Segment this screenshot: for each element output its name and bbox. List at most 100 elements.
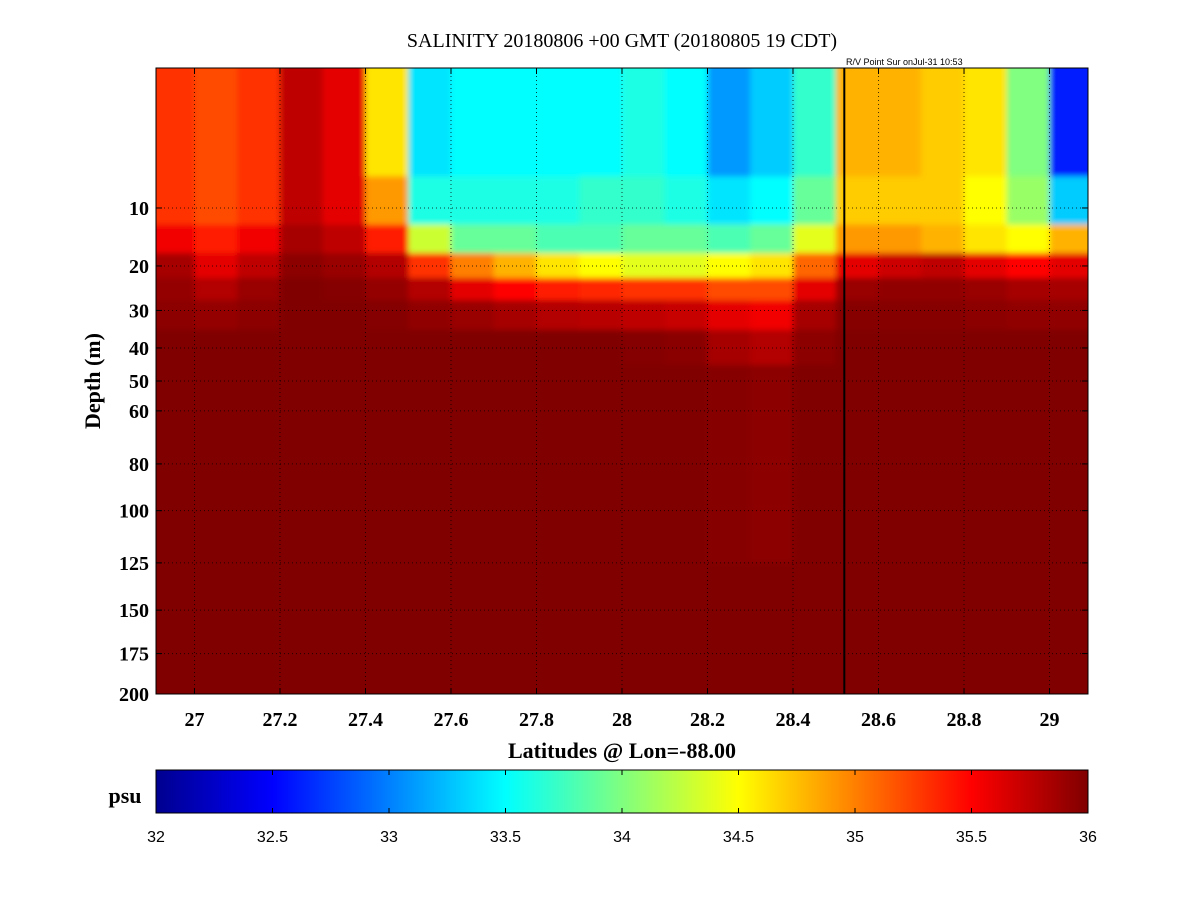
heatmap-cell bbox=[237, 300, 281, 331]
heatmap-cell bbox=[921, 253, 966, 279]
x-axis-ticks: 27 27.2 27.4 27.6 27.8 28 28.2 28.4 28.6 28.8 29 bbox=[184, 68, 1060, 731]
heatmap-cell bbox=[707, 176, 752, 226]
heatmap-cell bbox=[493, 329, 538, 366]
heatmap-cell bbox=[536, 300, 581, 331]
heatmap-cell bbox=[921, 224, 966, 255]
colorbar-tick-label: 33.5 bbox=[490, 829, 521, 846]
y-tick-label: 150 bbox=[119, 600, 149, 622]
y-tick-label: 80 bbox=[129, 454, 149, 476]
y-tick-label: 30 bbox=[129, 300, 149, 322]
heatmap-cell bbox=[921, 329, 966, 366]
y-tick-label: 40 bbox=[129, 338, 149, 360]
x-tick-label: 27.2 bbox=[262, 709, 297, 731]
heatmap-cell bbox=[365, 68, 410, 178]
heatmap-cell bbox=[408, 364, 452, 564]
heatmap-cell bbox=[750, 176, 795, 226]
heatmap-cell bbox=[194, 224, 239, 255]
heatmap-cell bbox=[408, 329, 452, 366]
heatmap-cell bbox=[493, 300, 538, 331]
heatmap-cell bbox=[536, 224, 581, 255]
heatmap-cell bbox=[194, 176, 239, 226]
heatmap-cell bbox=[1049, 176, 1088, 226]
heatmap-cell bbox=[322, 224, 367, 255]
y-tick-label: 50 bbox=[129, 371, 149, 393]
heatmap-cell bbox=[1006, 176, 1051, 226]
heatmap-cell bbox=[408, 253, 452, 279]
heatmap-cell bbox=[750, 277, 795, 302]
heatmap-cell bbox=[750, 224, 795, 255]
heatmap-cell bbox=[279, 364, 324, 564]
heatmap-cell bbox=[964, 253, 1008, 279]
heatmap-cell bbox=[450, 224, 495, 255]
heatmap-cell bbox=[921, 300, 966, 331]
heatmap-cell bbox=[707, 562, 752, 694]
y-axis-label: Depth (m) bbox=[80, 333, 105, 429]
y-tick-label: 175 bbox=[119, 644, 149, 666]
y-axis-ticks: 10 20 30 40 50 60 80 100 125 150 175 200 bbox=[119, 198, 1088, 706]
heatmap-cell bbox=[536, 364, 581, 564]
heatmap-cell bbox=[793, 562, 837, 694]
heatmap-cell bbox=[156, 300, 196, 331]
heatmap-cell bbox=[835, 300, 880, 331]
grid-lines bbox=[156, 68, 1088, 694]
heatmap-cell bbox=[622, 68, 666, 178]
heatmap-cell bbox=[921, 277, 966, 302]
heatmap-cell bbox=[835, 68, 880, 178]
colorbar-tick-label: 36 bbox=[1079, 829, 1097, 846]
heatmap-cell bbox=[237, 562, 281, 694]
heatmap-cell bbox=[664, 300, 709, 331]
chart-title: SALINITY 20180806 +00 GMT (20180805 19 C… bbox=[407, 30, 837, 52]
heatmap-cell bbox=[1049, 300, 1088, 331]
heatmap-cell bbox=[194, 68, 239, 178]
heatmap-cell bbox=[622, 329, 666, 366]
heatmap-cell bbox=[878, 562, 923, 694]
heatmap-cell bbox=[622, 364, 666, 564]
heatmap-cell bbox=[156, 562, 196, 694]
heatmap-cell bbox=[194, 277, 239, 302]
colorbar-tick-label: 33 bbox=[380, 829, 398, 846]
heatmap-cell bbox=[1006, 68, 1051, 178]
heatmap-cell bbox=[664, 253, 709, 279]
heatmap-cell bbox=[365, 277, 410, 302]
heatmap-cell bbox=[237, 277, 281, 302]
x-tick-label: 27.8 bbox=[519, 709, 554, 731]
heatmap-cell bbox=[664, 176, 709, 226]
colorbar-tick-label: 32.5 bbox=[257, 829, 288, 846]
heatmap-cell bbox=[622, 253, 666, 279]
heatmap-plot: 27 27.2 27.4 27.6 27.8 28 28.2 28.4 28.6 28.8 29 1… bbox=[119, 67, 1089, 731]
heatmap-cell bbox=[793, 329, 837, 366]
heatmap-cell bbox=[156, 176, 196, 226]
y-tick-label: 125 bbox=[119, 553, 149, 575]
heatmap-cell bbox=[664, 329, 709, 366]
salinity-cells bbox=[156, 68, 1088, 694]
y-tick-label: 60 bbox=[129, 401, 149, 423]
heatmap-cell bbox=[156, 224, 196, 255]
heatmap-cell bbox=[622, 300, 666, 331]
heatmap-cell bbox=[536, 277, 581, 302]
heatmap-cell bbox=[707, 253, 752, 279]
heatmap-cell bbox=[536, 68, 581, 178]
heatmap-cell bbox=[750, 562, 795, 694]
heatmap-cell bbox=[750, 300, 795, 331]
x-tick-label: 29 bbox=[1040, 709, 1060, 731]
x-tick-label: 28.4 bbox=[776, 709, 811, 731]
heatmap-cell bbox=[1006, 300, 1051, 331]
heatmap-cell bbox=[707, 224, 752, 255]
heatmap-cell bbox=[408, 176, 452, 226]
heatmap-cell bbox=[579, 562, 623, 694]
x-tick-label: 27 bbox=[184, 709, 204, 731]
heatmap-cell bbox=[536, 329, 581, 366]
heatmap-cell bbox=[237, 176, 281, 226]
heatmap-cell bbox=[279, 562, 324, 694]
heatmap-cell bbox=[579, 176, 623, 226]
heatmap-cell bbox=[964, 68, 1008, 178]
heatmap-cell bbox=[835, 176, 880, 226]
colorbar: 32 32.5 33 33.5 34 34.5 35 35.5 36 psu bbox=[108, 769, 1097, 846]
x-tick-label: 28.6 bbox=[861, 709, 896, 731]
heatmap-cell bbox=[493, 176, 538, 226]
heatmap-cell bbox=[493, 253, 538, 279]
x-tick-label: 28.8 bbox=[947, 709, 982, 731]
heatmap-cell bbox=[493, 562, 538, 694]
heatmap-cell bbox=[279, 277, 324, 302]
heatmap-cell bbox=[707, 68, 752, 178]
